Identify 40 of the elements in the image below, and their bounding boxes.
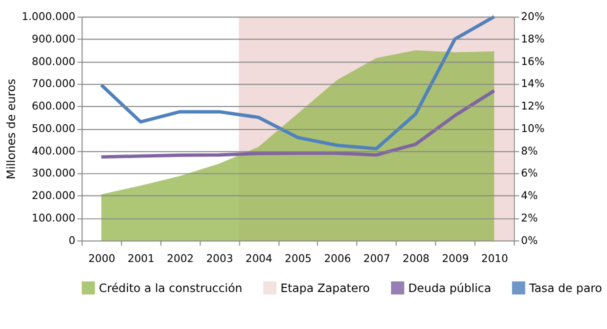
y2-tick-label: 10% (521, 122, 544, 135)
x-tick-label: 2001 (128, 253, 154, 266)
y2-tick-label: 20% (521, 11, 544, 24)
y-axis-title: Millones de euros (4, 78, 18, 180)
y2-tick-label: 16% (521, 56, 544, 68)
x-tick-label: 2004 (246, 253, 273, 266)
y2-tick-label: 12% (521, 100, 544, 113)
legend-label: Deuda pública (408, 280, 492, 295)
y2-tick-label: 4% (521, 190, 538, 202)
y-tick-label: 800.000 (32, 56, 76, 68)
y2-tick-label: 6% (521, 168, 538, 180)
x-tick-label: 2000 (88, 253, 116, 266)
y-tick-label: 600.000 (32, 100, 76, 113)
y-tick-label: 700.000 (32, 78, 76, 90)
x-tick-label: 2005 (284, 253, 312, 266)
y-tick-label: 100.000 (32, 212, 76, 224)
y-tick-label: 200.000 (32, 190, 76, 202)
y-tick-label: 1.000.000 (22, 11, 76, 24)
x-tick-label: 2009 (442, 253, 469, 266)
x-tick-label: 2008 (402, 253, 430, 266)
y2-tick-label: 2% (521, 212, 538, 224)
y2-tick-label: 0% (521, 234, 538, 247)
y2-tick-label: 14% (521, 78, 544, 90)
y-tick-label: 900.000 (32, 33, 76, 46)
line-series (100, 14, 496, 150)
legend-label: Etapa Zapatero (280, 280, 370, 295)
y-tick-label: 400.000 (32, 145, 76, 158)
line-series (100, 89, 496, 159)
y2-tick-label: 18% (521, 33, 544, 46)
x-tick-label: 2002 (166, 253, 194, 266)
x-tick-label: 2007 (363, 253, 390, 266)
x-tick-label: 2006 (324, 253, 352, 266)
legend-label: Tasa de paro (528, 280, 602, 295)
y-tick-label: 300.000 (32, 168, 76, 180)
x-tick-label: 2010 (481, 253, 508, 266)
y-tick-label: 0 (68, 234, 76, 247)
x-tick-label: 2003 (206, 253, 234, 266)
legend-label: Crédito a la construcción (98, 280, 242, 295)
y2-tick-label: 8% (521, 145, 538, 158)
y-tick-label: 500.000 (32, 122, 76, 135)
